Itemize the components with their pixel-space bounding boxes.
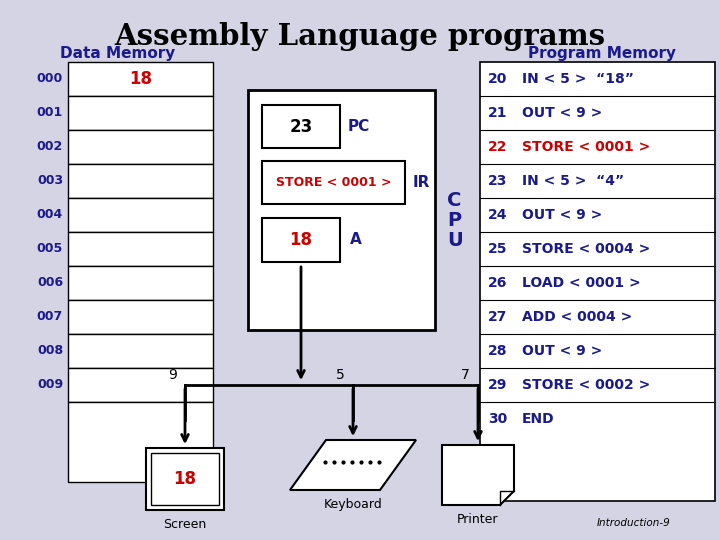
Bar (68, 402, 213, 482)
Text: 5: 5 (336, 368, 345, 382)
Text: 28: 28 (488, 344, 508, 358)
Text: 21: 21 (488, 106, 508, 120)
Bar (68, 232, 213, 266)
Text: OUT < 9 >: OUT < 9 > (522, 106, 602, 120)
Text: 18: 18 (289, 231, 312, 249)
Polygon shape (442, 445, 514, 505)
Bar (146, 448, 224, 510)
Text: Introduction-9: Introduction-9 (596, 518, 670, 528)
Text: 26: 26 (488, 276, 508, 290)
Text: 24: 24 (488, 208, 508, 222)
Bar (262, 105, 340, 148)
Text: Data Memory: Data Memory (60, 46, 176, 61)
Bar (68, 96, 213, 130)
Text: OUT < 9 >: OUT < 9 > (522, 344, 602, 358)
Text: END: END (522, 412, 554, 426)
Text: Printer: Printer (457, 513, 499, 526)
Text: STORE < 0002 >: STORE < 0002 > (522, 378, 650, 392)
Text: 25: 25 (488, 242, 508, 256)
Bar (262, 218, 340, 262)
Bar (68, 368, 213, 402)
Text: IR: IR (413, 175, 431, 190)
Text: LOAD < 0001 >: LOAD < 0001 > (522, 276, 641, 290)
Bar (68, 266, 213, 300)
Text: 18: 18 (174, 470, 197, 488)
Text: P: P (447, 211, 461, 229)
Text: 007: 007 (37, 310, 63, 323)
Bar (248, 90, 435, 330)
Bar (151, 453, 219, 505)
Text: STORE < 0001 >: STORE < 0001 > (276, 176, 391, 189)
Text: Keyboard: Keyboard (323, 498, 382, 511)
Bar (68, 334, 213, 368)
Text: STORE < 0004 >: STORE < 0004 > (522, 242, 650, 256)
Bar (68, 198, 213, 232)
Bar (68, 300, 213, 334)
Text: ADD < 0004 >: ADD < 0004 > (522, 310, 632, 324)
Text: A: A (350, 233, 361, 247)
Bar (480, 62, 715, 501)
Text: 9: 9 (168, 368, 177, 382)
Text: 008: 008 (37, 345, 63, 357)
Text: STORE < 0001 >: STORE < 0001 > (522, 140, 650, 154)
Bar (68, 130, 213, 164)
Text: 000: 000 (37, 72, 63, 85)
Bar (68, 164, 213, 198)
Text: 23: 23 (289, 118, 312, 136)
Text: IN < 5 >  “18”: IN < 5 > “18” (522, 72, 634, 86)
Text: 30: 30 (488, 412, 508, 426)
Text: 004: 004 (37, 208, 63, 221)
Text: Screen: Screen (163, 518, 207, 531)
Text: 003: 003 (37, 174, 63, 187)
Text: 002: 002 (37, 140, 63, 153)
Text: 22: 22 (488, 140, 508, 154)
Text: Assembly Language programs: Assembly Language programs (114, 22, 606, 51)
Text: OUT < 9 >: OUT < 9 > (522, 208, 602, 222)
Bar (68, 62, 213, 96)
Text: 009: 009 (37, 379, 63, 392)
Text: 18: 18 (129, 70, 152, 88)
Text: 20: 20 (488, 72, 508, 86)
Text: 7: 7 (462, 368, 470, 382)
Bar (262, 161, 405, 204)
Text: Program Memory: Program Memory (528, 46, 676, 61)
Text: 006: 006 (37, 276, 63, 289)
Text: 29: 29 (488, 378, 508, 392)
Text: U: U (447, 231, 463, 249)
Text: C: C (447, 191, 462, 210)
Polygon shape (290, 440, 416, 490)
Text: 27: 27 (488, 310, 508, 324)
Text: 23: 23 (488, 174, 508, 188)
Text: PC: PC (348, 119, 370, 134)
Text: 005: 005 (37, 242, 63, 255)
Text: 001: 001 (37, 106, 63, 119)
Text: IN < 5 >  “4”: IN < 5 > “4” (522, 174, 624, 188)
